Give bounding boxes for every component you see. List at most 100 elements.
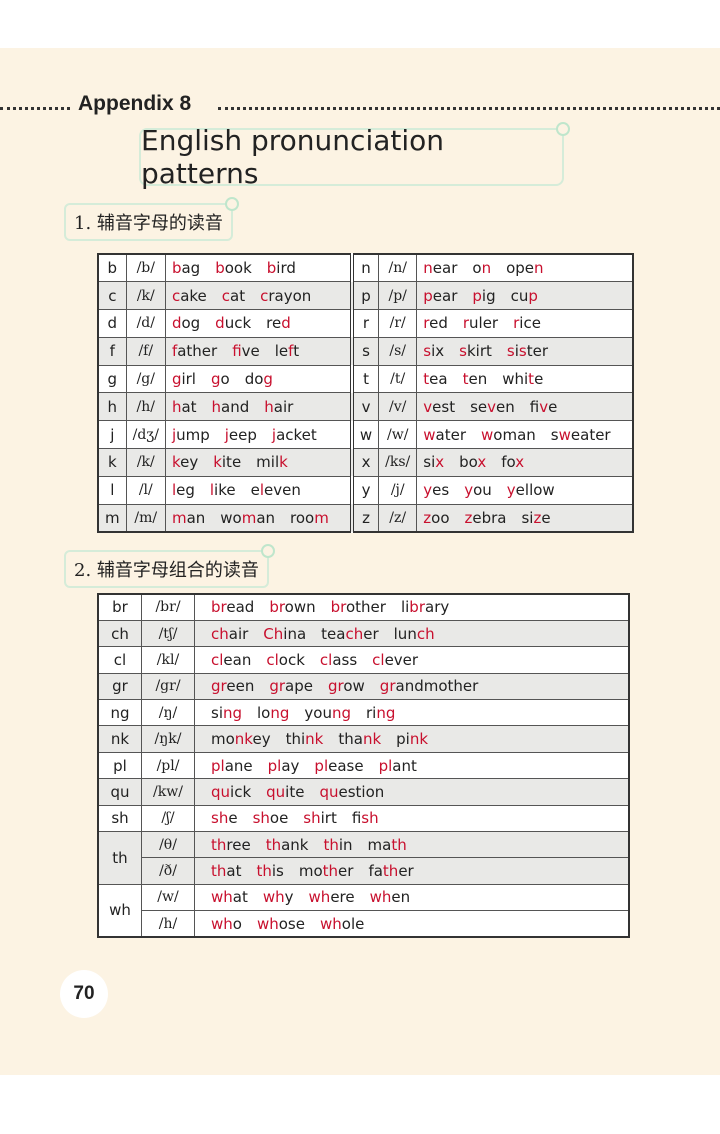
appendix-header: Appendix 8	[0, 92, 720, 122]
example-word: bag	[172, 259, 200, 277]
highlighted-letters: c	[260, 286, 269, 305]
example-words-cell: bread brown brother library	[194, 593, 630, 621]
word-part: eater	[570, 425, 611, 444]
letter-cell: n	[351, 253, 380, 283]
word-part: eep	[228, 425, 257, 444]
phonetic-cell: /s/	[378, 336, 418, 366]
example-words-cell: plane play please plant	[194, 751, 630, 780]
example-word: bird	[267, 259, 296, 277]
letter-cell: k	[97, 448, 127, 477]
highlighted-letters: ch	[211, 624, 229, 643]
highlighted-letters: nk	[409, 730, 429, 749]
phonetic-cell: /pl/	[141, 751, 195, 780]
highlighted-letters: s	[459, 342, 467, 361]
phonetic-cell: /h/	[141, 910, 195, 938]
phonetic-cell: /n/	[378, 253, 418, 283]
word-part: ear	[432, 259, 458, 278]
highlighted-letters: br	[409, 598, 425, 617]
example-word: jump	[172, 426, 210, 444]
highlighted-letters: j	[271, 425, 277, 444]
highlighted-letters: p	[472, 286, 482, 305]
example-word: like	[210, 481, 236, 499]
example-words-cell: dog duck red	[164, 309, 354, 338]
example-word: key	[172, 453, 198, 471]
word-part: ma	[367, 835, 392, 854]
phonetic-cell: /j/	[378, 475, 418, 505]
example-word: thank	[338, 730, 381, 748]
table-row: br/br/bread brown brother library	[97, 593, 630, 621]
example-word: plane	[211, 757, 253, 775]
example-words-cell: what why where when	[194, 883, 630, 912]
word-part: ite	[285, 782, 305, 801]
section-heading-2: 2. 辅音字母组合的读音	[64, 544, 275, 588]
example-word: this	[256, 862, 283, 880]
section-heading-1-text: 1. 辅音字母的读音	[74, 213, 223, 234]
word-part: other	[345, 598, 386, 617]
word-part: lo	[257, 703, 271, 722]
example-word: five	[530, 398, 558, 416]
example-word: pear	[423, 287, 457, 305]
highlighted-letters: c	[171, 286, 181, 305]
highlighted-letters: ch	[345, 624, 364, 643]
word-part: fo	[501, 453, 516, 472]
table-row: /h/who whose whole	[98, 910, 630, 938]
highlighted-letters: t	[423, 370, 430, 389]
letter-cell: h	[97, 392, 127, 422]
word-part: bo	[459, 453, 478, 472]
example-word: where	[309, 888, 355, 906]
word-part: kirt	[466, 342, 492, 361]
example-word: ten	[463, 370, 488, 388]
highlighted-letters: t	[528, 370, 535, 389]
highlighted-letters: th	[211, 835, 227, 854]
example-word: math	[368, 836, 407, 854]
phonetic-cell: /r/	[378, 309, 418, 338]
letter-combination-cell: pl	[97, 751, 142, 780]
example-word: grape	[269, 677, 313, 695]
phonetic-cell: /θ/	[141, 831, 195, 859]
highlighted-letters: p	[528, 286, 538, 305]
highlighted-letters: cl	[372, 650, 385, 669]
example-word: size	[521, 509, 550, 527]
letter-cell: f	[97, 336, 127, 366]
example-words-cell: hat hand hair	[164, 392, 354, 422]
word-part: e	[548, 397, 558, 416]
highlighted-letters: th	[265, 835, 282, 854]
phonetic-cell: /br/	[141, 593, 195, 621]
word-part: ey	[252, 730, 271, 749]
example-word: crayon	[260, 287, 311, 305]
word-part: en	[496, 397, 515, 416]
dotted-rule	[218, 107, 720, 110]
highlighted-letters: v	[487, 397, 497, 416]
word-part: ater	[435, 425, 467, 444]
highlighted-letters: ng	[270, 703, 290, 722]
example-word: sweater	[551, 426, 611, 444]
letter-cell: m	[97, 503, 127, 533]
example-word: clock	[266, 651, 305, 669]
word-part: en	[468, 370, 488, 389]
example-word: ring	[366, 704, 395, 722]
letter-cell: d	[97, 309, 127, 338]
word-part: ed	[429, 314, 448, 333]
letter-cell: c	[97, 281, 127, 311]
word-part: uler	[469, 314, 499, 333]
word-part: ow	[343, 677, 365, 696]
word-part: eg	[176, 481, 195, 500]
highlighted-letters: Ch	[263, 624, 284, 643]
highlighted-letters: j	[171, 425, 177, 444]
example-word: who	[211, 915, 242, 933]
highlighted-letters: x	[515, 453, 525, 472]
highlighted-letters: wh	[262, 888, 285, 907]
word-part: er	[398, 862, 414, 881]
word-part: ag	[181, 259, 201, 278]
letter-cell: y	[351, 475, 380, 505]
word-part: rayon	[268, 286, 312, 305]
phonetic-cell: /d/	[125, 309, 166, 338]
example-word: vest	[423, 398, 455, 416]
table-row: gr/gr/green grape grow grandmother	[97, 672, 630, 701]
letter-cell: g	[97, 364, 127, 394]
letter-cell: s	[351, 336, 380, 366]
example-word: skirt	[459, 342, 492, 360]
example-word: father	[368, 862, 413, 880]
example-words-cell: who whose whole	[194, 910, 630, 938]
example-word: hat	[172, 398, 197, 416]
